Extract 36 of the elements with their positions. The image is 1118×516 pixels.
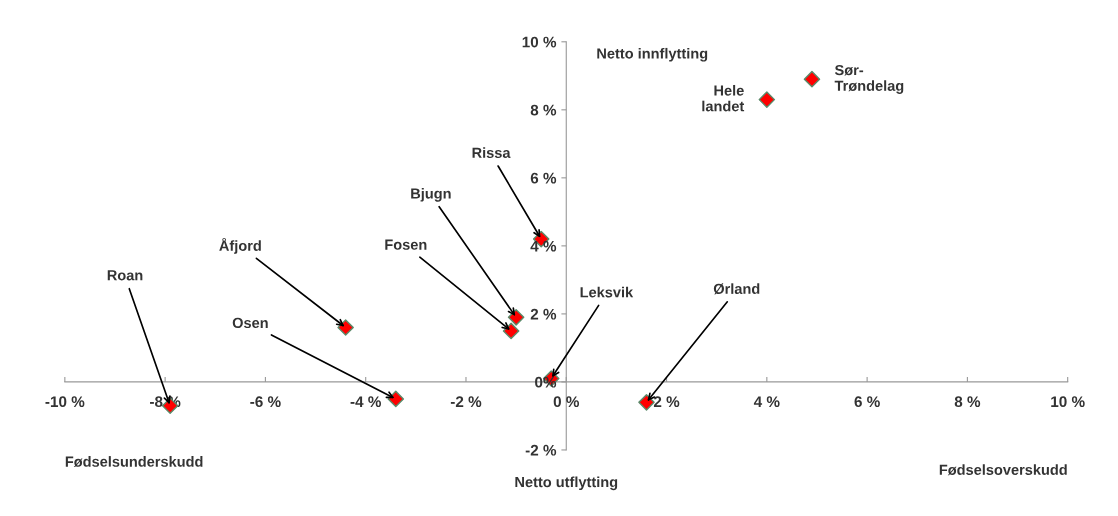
y-tick-label: 6 % [530,172,557,184]
y-tick-label: 10 % [522,36,557,48]
annotation: Sør- Trøndelag [834,64,904,94]
x-tick-label: -10 % [45,396,85,408]
x-tick-label: 2 % [653,396,680,408]
point [502,322,520,340]
annotation: Osen [232,317,268,329]
x-tick-label: 0 % [553,396,580,408]
annotation: Hele landet [702,84,745,112]
annotation: Roan [107,270,143,281]
annotation: Bjugn [411,188,451,202]
annotation: Rissa [472,147,511,158]
annotation: Ørland [713,283,760,295]
point [387,390,405,408]
y-tick-label: 8 % [530,104,557,116]
annotation: Fosen [385,239,427,250]
x-tick-label: 6 % [854,396,880,408]
annotation: Åfjord [219,237,261,254]
x-tick-label: 8 % [954,396,981,408]
x-tick-label: -2 % [450,396,482,408]
y-tick-label: 2 % [530,308,557,320]
x-tick-label: 4 % [753,396,780,408]
point [803,70,821,88]
y-tick-label: -2 % [525,444,557,456]
annotation: Leksvik [580,286,634,298]
text: Netto utflytting [515,476,618,491]
text: Fødselsoverskudd [939,464,1067,476]
point [638,394,655,411]
x-tick-label: -6 % [250,396,281,408]
point [758,91,776,108]
annotation: Netto innflytting [597,47,708,62]
x-tick-label: -4 % [350,396,381,408]
x-tick-label: 10 % [1051,396,1085,408]
y-tick-label: 4 % [530,240,557,252]
point [337,319,354,336]
text: Fødselsunderskudd [65,456,203,468]
